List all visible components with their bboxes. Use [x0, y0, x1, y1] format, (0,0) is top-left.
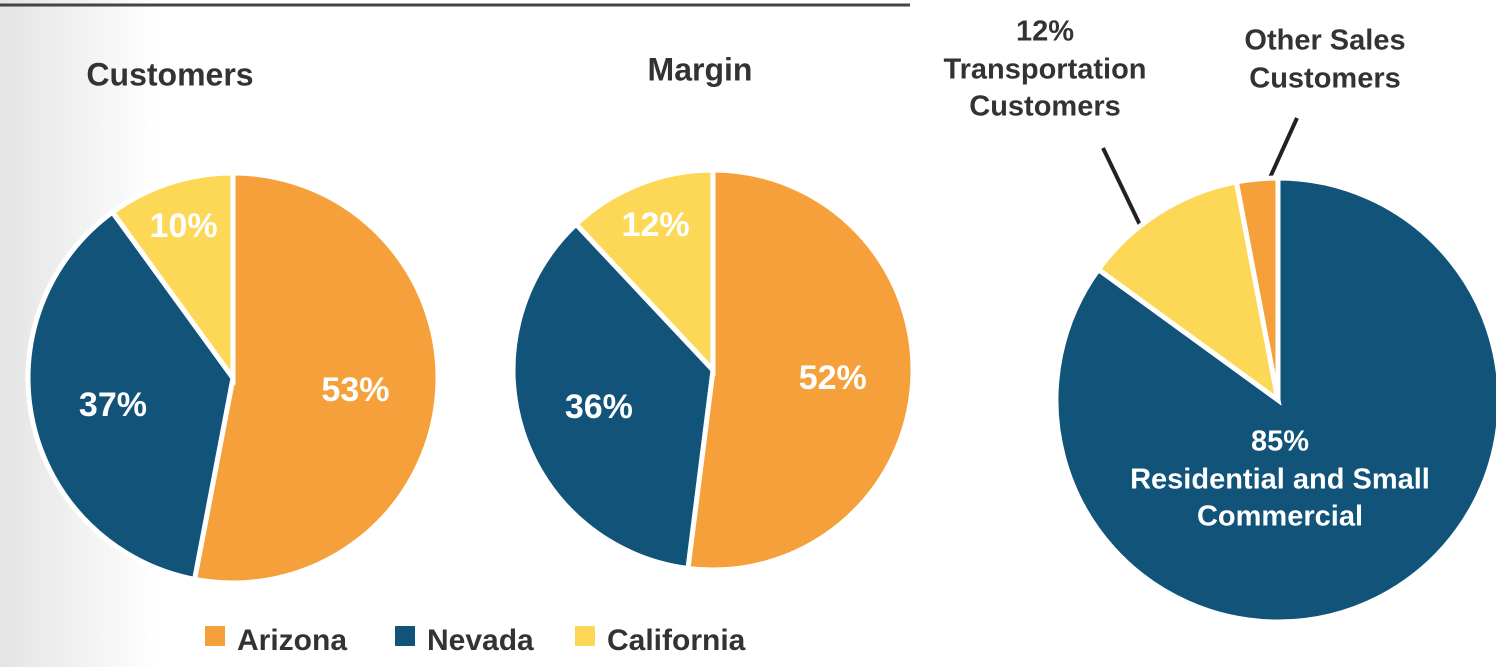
leader-line: [1101, 147, 1142, 226]
value-label: 85%: [1250, 425, 1310, 458]
pie-slice: [685, 167, 916, 573]
legend-label: Arizona: [237, 624, 348, 657]
legend-swatch: [205, 626, 225, 646]
category-label: Residential and Small Commercial: [1130, 463, 1430, 533]
category-label: Transportation Customers: [943, 53, 1147, 123]
data-label: 52%: [798, 358, 867, 397]
pie-slice: [191, 170, 441, 586]
data-label: 10%: [149, 206, 218, 245]
legend-entry: Arizona: [205, 624, 347, 658]
data-label: Other Sales Customers: [1215, 22, 1435, 97]
chart-title: Margin: [647, 51, 753, 88]
data-label: 12%: [621, 205, 690, 244]
pie-slice: [1094, 179, 1282, 406]
pie-slice: [572, 167, 716, 377]
legend-swatch: [395, 626, 415, 646]
legend-label: Nevada: [427, 624, 534, 657]
data-label: 12% Transportation Customers: [905, 13, 1185, 126]
data-label: 36%: [564, 387, 633, 426]
leader-line: [1266, 117, 1299, 183]
data-label: 37%: [78, 385, 147, 424]
category-label: Other Sales Customers: [1244, 24, 1406, 94]
pie-slice: [510, 220, 716, 572]
data-label: 85% Residential and Small Commercial: [1130, 423, 1430, 536]
pie-slice: [25, 208, 236, 583]
pie-slice: [109, 170, 236, 386]
chart-title: Customers: [86, 56, 254, 93]
legend-entry: Nevada: [395, 624, 534, 658]
legend-entry: California: [575, 624, 745, 658]
legend-label: California: [607, 624, 746, 657]
value-label: 12%: [1015, 15, 1075, 48]
pie-slice: [1233, 175, 1281, 401]
legend-swatch: [575, 626, 595, 646]
data-label: 53%: [321, 370, 390, 409]
